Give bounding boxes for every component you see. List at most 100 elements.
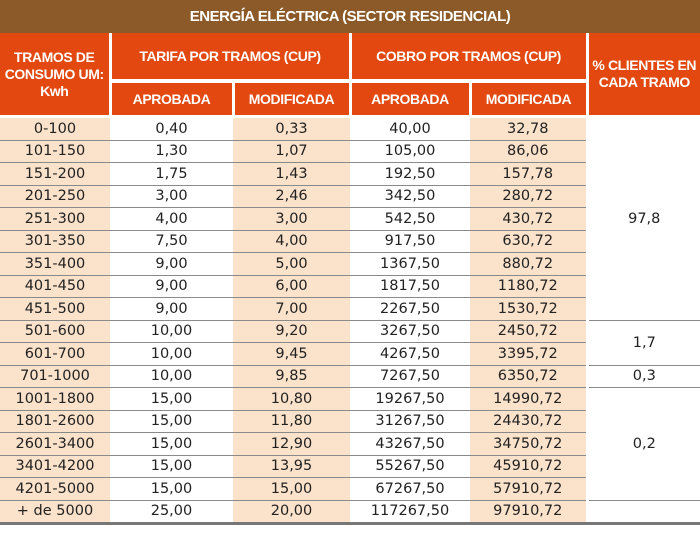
cobro-aprobada-cell: 342,50 [350, 185, 471, 208]
table-row: 4201-5000 15,00 15,00 67267,50 57910,72 [0, 477, 700, 501]
tramo-cell: 351-400 [0, 252, 110, 276]
cobro-aprobada-cell: 31267,50 [350, 410, 471, 433]
tarifa-aprobada-cell: 9,00 [110, 275, 233, 298]
tramo-cell: 151-200 [0, 162, 110, 186]
cobro-aprobada-cell: 117267,50 [350, 500, 471, 525]
table-row: 401-450 9,00 6,00 1817,50 1180,72 [0, 275, 700, 298]
tramo-cell: 401-450 [0, 275, 110, 298]
tarifa-aprobada-cell: 9,00 [110, 252, 233, 276]
table-row: 1801-2600 15,00 11,80 31267,50 24430,72 [0, 410, 700, 433]
cobro-modificada-cell: 2450,72 [470, 320, 588, 343]
tarifa-modificada-cell: 1,43 [233, 162, 351, 186]
tarifa-modificada-cell: 12,90 [233, 432, 351, 456]
table-title: ENERGÍA ELÉCTRICA (SECTOR RESIDENCIAL) [0, 0, 700, 33]
tarifa-aprobada-cell: 15,00 [110, 387, 233, 411]
tramo-cell: + de 5000 [0, 500, 110, 525]
cobro-aprobada-cell: 192,50 [350, 162, 471, 186]
tramo-cell: 701-1000 [0, 365, 110, 388]
table-row: + de 5000 25,00 20,00 117267,50 97910,72 [0, 500, 700, 525]
tarifa-aprobada-cell: 1,75 [110, 162, 233, 186]
tarifa-aprobada-cell: 9,00 [110, 297, 233, 321]
cobro-aprobada-cell: 542,50 [350, 207, 471, 231]
tramo-cell: 501-600 [0, 320, 110, 343]
tarifa-modificada-cell: 7,00 [233, 297, 351, 321]
cobro-aprobada-cell: 1367,50 [350, 252, 471, 276]
cobro-modificada-cell: 97910,72 [470, 500, 588, 525]
header-tarifa: TARIFA POR TRAMOS (CUP) [108, 33, 352, 83]
tarifa-aprobada-cell: 3,00 [110, 185, 233, 208]
cobro-modificada-cell: 157,78 [470, 162, 588, 186]
tarifa-modificada-cell: 11,80 [233, 410, 351, 433]
cobro-modificada-cell: 880,72 [470, 252, 588, 276]
cobro-aprobada-cell: 917,50 [350, 230, 471, 253]
tarifa-aprobada-cell: 0,40 [110, 116, 233, 141]
cobro-modificada-cell: 14990,72 [470, 387, 588, 411]
tarifa-modificada-cell: 6,00 [233, 275, 351, 298]
tarifa-aprobada-cell: 4,00 [110, 207, 233, 231]
cobro-modificada-cell: 24430,72 [470, 410, 588, 433]
tramo-cell: 251-300 [0, 207, 110, 231]
table-row: 501-600 10,00 9,20 3267,50 2450,72 1,7 [0, 320, 700, 366]
cobro-modificada-cell: 32,78 [470, 116, 588, 141]
cobro-aprobada-cell: 1817,50 [350, 275, 471, 298]
cobro-aprobada-cell: 67267,50 [350, 477, 471, 501]
tramo-cell: 301-350 [0, 230, 110, 253]
header-tarifa-aprobada: APROBADA [108, 81, 235, 118]
cobro-modificada-cell: 57910,72 [470, 477, 588, 501]
cobro-modificada-cell: 34750,72 [470, 432, 588, 456]
cobro-modificada-cell: 430,72 [470, 207, 588, 231]
tramo-cell: 2601-3400 [0, 432, 110, 456]
clientes-percent-cell: 0,3 [585, 365, 700, 388]
cobro-aprobada-cell: 40,00 [350, 116, 471, 141]
table-row: 3401-4200 15,00 13,95 55267,50 45910,72 [0, 455, 700, 478]
header-clientes: % CLIENTES EN CADA TRAMO [585, 33, 700, 118]
tarifa-modificada-cell: 10,80 [233, 387, 351, 411]
cobro-modificada-cell: 6350,72 [470, 365, 588, 388]
tarifa-aprobada-cell: 15,00 [110, 477, 233, 501]
cobro-aprobada-cell: 19267,50 [350, 387, 471, 411]
tarifa-modificada-cell: 4,00 [233, 230, 351, 253]
cobro-aprobada-cell: 43267,50 [350, 432, 471, 456]
tarifa-modificada-cell: 0,33 [233, 116, 351, 141]
tramo-cell: 1001-1800 [0, 387, 110, 411]
tarifa-aprobada-cell: 25,00 [110, 500, 233, 525]
table-row: 301-350 7,50 4,00 917,50 630,72 [0, 230, 700, 253]
cobro-aprobada-cell: 2267,50 [350, 297, 471, 321]
tarifa-aprobada-cell: 10,00 [110, 320, 233, 343]
table-row: 601-700 10,00 9,45 4267,50 3395,72 [0, 342, 700, 366]
table-row: 1001-1800 15,00 10,80 19267,50 14990,72 0,2 [0, 387, 700, 501]
cobro-modificada-cell: 1530,72 [470, 297, 588, 321]
table-row: 0-100 0,40 0,33 40,00 32,78 97,8 [0, 116, 700, 321]
header-cobro-modificada: MODIFICADA [468, 81, 589, 118]
tarifa-aprobada-cell: 10,00 [110, 365, 233, 388]
tramo-cell: 451-500 [0, 297, 110, 321]
tarifa-aprobada-cell: 15,00 [110, 432, 233, 456]
tarifa-aprobada-cell: 10,00 [110, 342, 233, 366]
tarifa-aprobada-cell: 15,00 [110, 455, 233, 478]
cobro-modificada-cell: 86,06 [470, 140, 588, 163]
table-row: 351-400 9,00 5,00 1367,50 880,72 [0, 252, 700, 276]
tramo-cell: 0-100 [0, 116, 110, 141]
cobro-aprobada-cell: 3267,50 [350, 320, 471, 343]
clientes-percent-cell: 97,8 [585, 116, 700, 321]
cobro-aprobada-cell: 55267,50 [350, 455, 471, 478]
tarifa-modificada-cell: 9,85 [233, 365, 351, 388]
tarifa-modificada-cell: 3,00 [233, 207, 351, 231]
header-tramos: TRAMOS DE CONSUMO UM: Kwh [0, 33, 112, 118]
tarifa-modificada-cell: 20,00 [233, 500, 351, 525]
tramo-cell: 201-250 [0, 185, 110, 208]
cobro-modificada-cell: 1180,72 [470, 275, 588, 298]
tarifa-aprobada-cell: 7,50 [110, 230, 233, 253]
cobro-modificada-cell: 3395,72 [470, 342, 588, 366]
tramo-cell: 601-700 [0, 342, 110, 366]
cobro-modificada-cell: 280,72 [470, 185, 588, 208]
header-cobro-aprobada: APROBADA [348, 81, 472, 118]
tramo-cell: 4201-5000 [0, 477, 110, 501]
tarifa-aprobada-cell: 1,30 [110, 140, 233, 163]
tarifa-modificada-cell: 9,20 [233, 320, 351, 343]
tarifa-modificada-cell: 13,95 [233, 455, 351, 478]
clientes-percent-cell: 0,2 [585, 387, 700, 501]
table-row: 201-250 3,00 2,46 342,50 280,72 [0, 185, 700, 208]
tramo-cell: 101-150 [0, 140, 110, 163]
tarifa-modificada-cell: 15,00 [233, 477, 351, 501]
